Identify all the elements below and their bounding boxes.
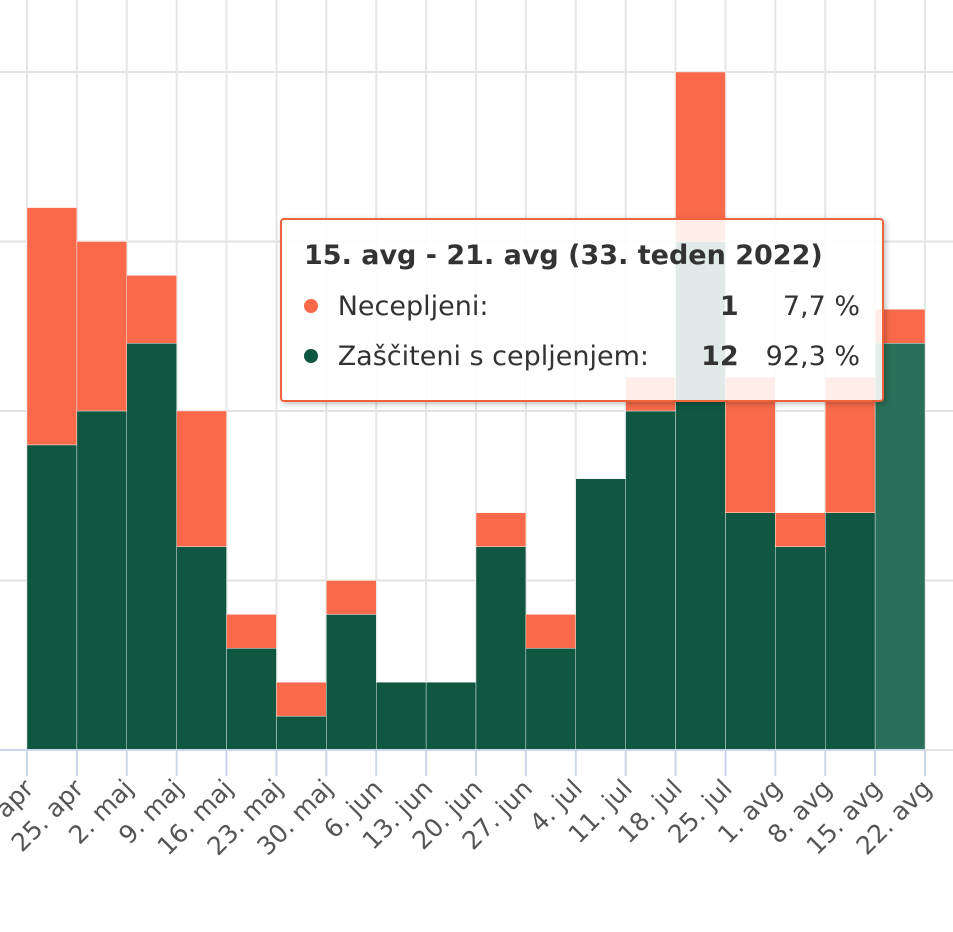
series-percent: 7,7 % xyxy=(782,290,860,322)
bar xyxy=(226,648,277,751)
bar xyxy=(126,343,177,751)
series-name: Necepljeni: xyxy=(337,290,489,322)
bar xyxy=(276,682,327,717)
bar xyxy=(475,512,527,547)
bar xyxy=(575,478,626,751)
bar xyxy=(775,512,826,547)
bar xyxy=(825,512,876,751)
bar xyxy=(176,410,227,547)
bar xyxy=(276,715,327,751)
bar xyxy=(226,614,277,649)
series-value: 12 xyxy=(701,340,739,372)
bar xyxy=(326,614,377,751)
bar xyxy=(525,648,576,751)
bar xyxy=(425,682,477,751)
bar xyxy=(874,343,926,751)
bar xyxy=(675,71,726,242)
bar xyxy=(176,546,227,751)
bar xyxy=(26,444,78,751)
series-name: Zaščiteni s cepljenjem: xyxy=(337,340,650,372)
bar xyxy=(625,410,676,751)
tooltip: 15. avg - 21. avg (33. teden 2022) Necep… xyxy=(280,218,884,402)
bar xyxy=(376,682,427,751)
tooltip-row: Necepljeni: 1 7,7 % xyxy=(304,281,860,331)
bar xyxy=(26,207,78,446)
bar xyxy=(775,546,826,751)
bar xyxy=(475,546,527,751)
tooltip-row: Zaščiteni s cepljenjem: 12 92,3 % xyxy=(304,331,860,381)
series-value: 1 xyxy=(719,290,739,322)
bar xyxy=(126,275,177,344)
tooltip-title: 15. avg - 21. avg (33. teden 2022) xyxy=(304,240,823,271)
bar xyxy=(326,580,377,615)
legend-dot xyxy=(304,299,318,313)
bar xyxy=(525,614,576,649)
bar xyxy=(76,241,127,412)
bar xyxy=(76,410,127,751)
bar xyxy=(725,512,776,751)
legend-dot xyxy=(304,349,318,363)
series-percent: 92,3 % xyxy=(765,340,860,372)
